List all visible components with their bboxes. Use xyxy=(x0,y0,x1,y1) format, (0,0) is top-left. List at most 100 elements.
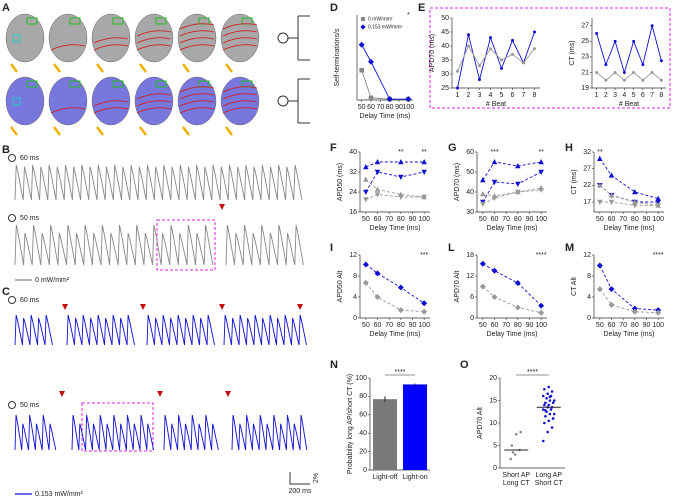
x-axis-label: Delay Time (ms) xyxy=(604,331,655,338)
marker xyxy=(374,294,381,300)
y-tick-label: 32 xyxy=(583,149,591,156)
highlight-box xyxy=(156,219,216,271)
scale-label: 2% xyxy=(313,473,320,483)
x-tick-label: Long AP xyxy=(536,472,563,479)
stim-marker xyxy=(140,304,146,310)
panel-label: H xyxy=(565,142,573,154)
y-tick-label: 4 xyxy=(587,294,591,301)
point xyxy=(509,457,513,461)
y-axis-label: CT (ms) xyxy=(569,40,576,65)
y-tick-label: 50 xyxy=(441,15,449,22)
point xyxy=(541,394,545,398)
x-axis-label: Delay Time (ms) xyxy=(487,225,538,232)
point xyxy=(549,408,553,411)
stimulus-arrow xyxy=(139,126,147,136)
y-axis-label: APD50 Alt xyxy=(337,270,344,302)
wavefront xyxy=(222,44,258,51)
wavefront xyxy=(222,100,258,107)
x-tick-label: 6 xyxy=(511,92,515,99)
marker xyxy=(514,280,521,286)
trace xyxy=(163,414,219,451)
x-tick-label: 8 xyxy=(659,92,663,99)
series-line xyxy=(365,194,425,200)
panel-label: N xyxy=(330,359,338,371)
x-tick-label: 50 xyxy=(362,322,370,329)
y-axis-label: CT Alt xyxy=(571,277,578,296)
wavefront xyxy=(179,93,215,100)
highlight-box xyxy=(81,402,154,452)
electrode xyxy=(69,80,81,88)
x-tick-label: 80 xyxy=(514,216,522,223)
marker xyxy=(631,305,638,312)
trace xyxy=(14,164,303,201)
series-line xyxy=(482,263,542,307)
marker xyxy=(515,163,521,169)
point xyxy=(545,396,548,400)
panel-label: D xyxy=(330,2,338,14)
x-tick-label: 8 xyxy=(533,92,537,99)
stimulus-arrow xyxy=(182,63,190,73)
x-axis-label: Delay Time (ms) xyxy=(487,331,538,338)
x-tick-label: 100 xyxy=(402,104,414,111)
marker xyxy=(613,39,617,43)
marker xyxy=(398,194,404,200)
y-tick-label: 23 xyxy=(581,54,589,61)
stimulus-arrow xyxy=(96,63,104,73)
marker xyxy=(538,159,544,165)
annotation: ** xyxy=(538,149,544,156)
point xyxy=(548,395,552,399)
series-line xyxy=(482,286,542,314)
marker xyxy=(405,96,412,103)
scale-bar xyxy=(289,472,310,485)
x-tick-label: 100 xyxy=(535,322,547,329)
point xyxy=(543,421,546,425)
y-tick-label: 21 xyxy=(581,69,589,76)
x-tick-label: 2 xyxy=(604,92,608,99)
series-line xyxy=(599,288,659,314)
trace xyxy=(225,224,304,266)
trace xyxy=(71,414,155,451)
point xyxy=(544,414,547,418)
y-tick-label: 40 xyxy=(359,430,367,437)
wavefront xyxy=(93,107,129,114)
wavefront xyxy=(222,86,258,93)
x-tick-label: 70 xyxy=(502,322,510,329)
marker xyxy=(655,195,661,201)
x-tick-label: 100 xyxy=(652,322,664,329)
y-tick-label: 30 xyxy=(466,209,474,216)
point xyxy=(510,444,514,447)
point xyxy=(519,430,522,434)
x-tick-label: Short AP xyxy=(502,472,530,479)
axis xyxy=(356,15,413,101)
x-tick-label: 5 xyxy=(632,92,636,99)
wavefront xyxy=(136,100,172,107)
scale-label: 200 ms xyxy=(289,488,312,495)
y-tick-label: 45 xyxy=(441,29,449,36)
y-tick-label: 40 xyxy=(441,43,449,50)
y-tick-label: 32 xyxy=(349,169,357,176)
wavefront xyxy=(50,44,86,51)
y-axis-label: APD70 Alt xyxy=(454,270,461,302)
marker xyxy=(363,197,369,203)
y-tick-label: 18 xyxy=(466,252,474,259)
stimulus-arrow xyxy=(10,126,18,136)
wavefront xyxy=(179,100,215,107)
x-tick-label: 3 xyxy=(478,92,482,99)
series-line xyxy=(361,70,409,100)
x-tick-label: 5 xyxy=(500,92,504,99)
axis xyxy=(476,255,547,319)
y-tick-label: 80 xyxy=(359,393,367,400)
trace xyxy=(223,314,307,346)
marker xyxy=(533,47,536,51)
y-tick-label: 10 xyxy=(489,420,497,427)
marker xyxy=(511,38,514,42)
x-tick-label: 2 xyxy=(467,92,471,99)
annotation: **** xyxy=(536,252,547,259)
series-line xyxy=(596,25,662,75)
panel-label: A xyxy=(2,2,10,14)
y-tick-label: 27 xyxy=(583,166,591,173)
series-line xyxy=(599,265,659,311)
trace xyxy=(14,414,57,451)
x-tick-label: 50 xyxy=(596,216,604,223)
y-tick-label: 4 xyxy=(353,294,357,301)
